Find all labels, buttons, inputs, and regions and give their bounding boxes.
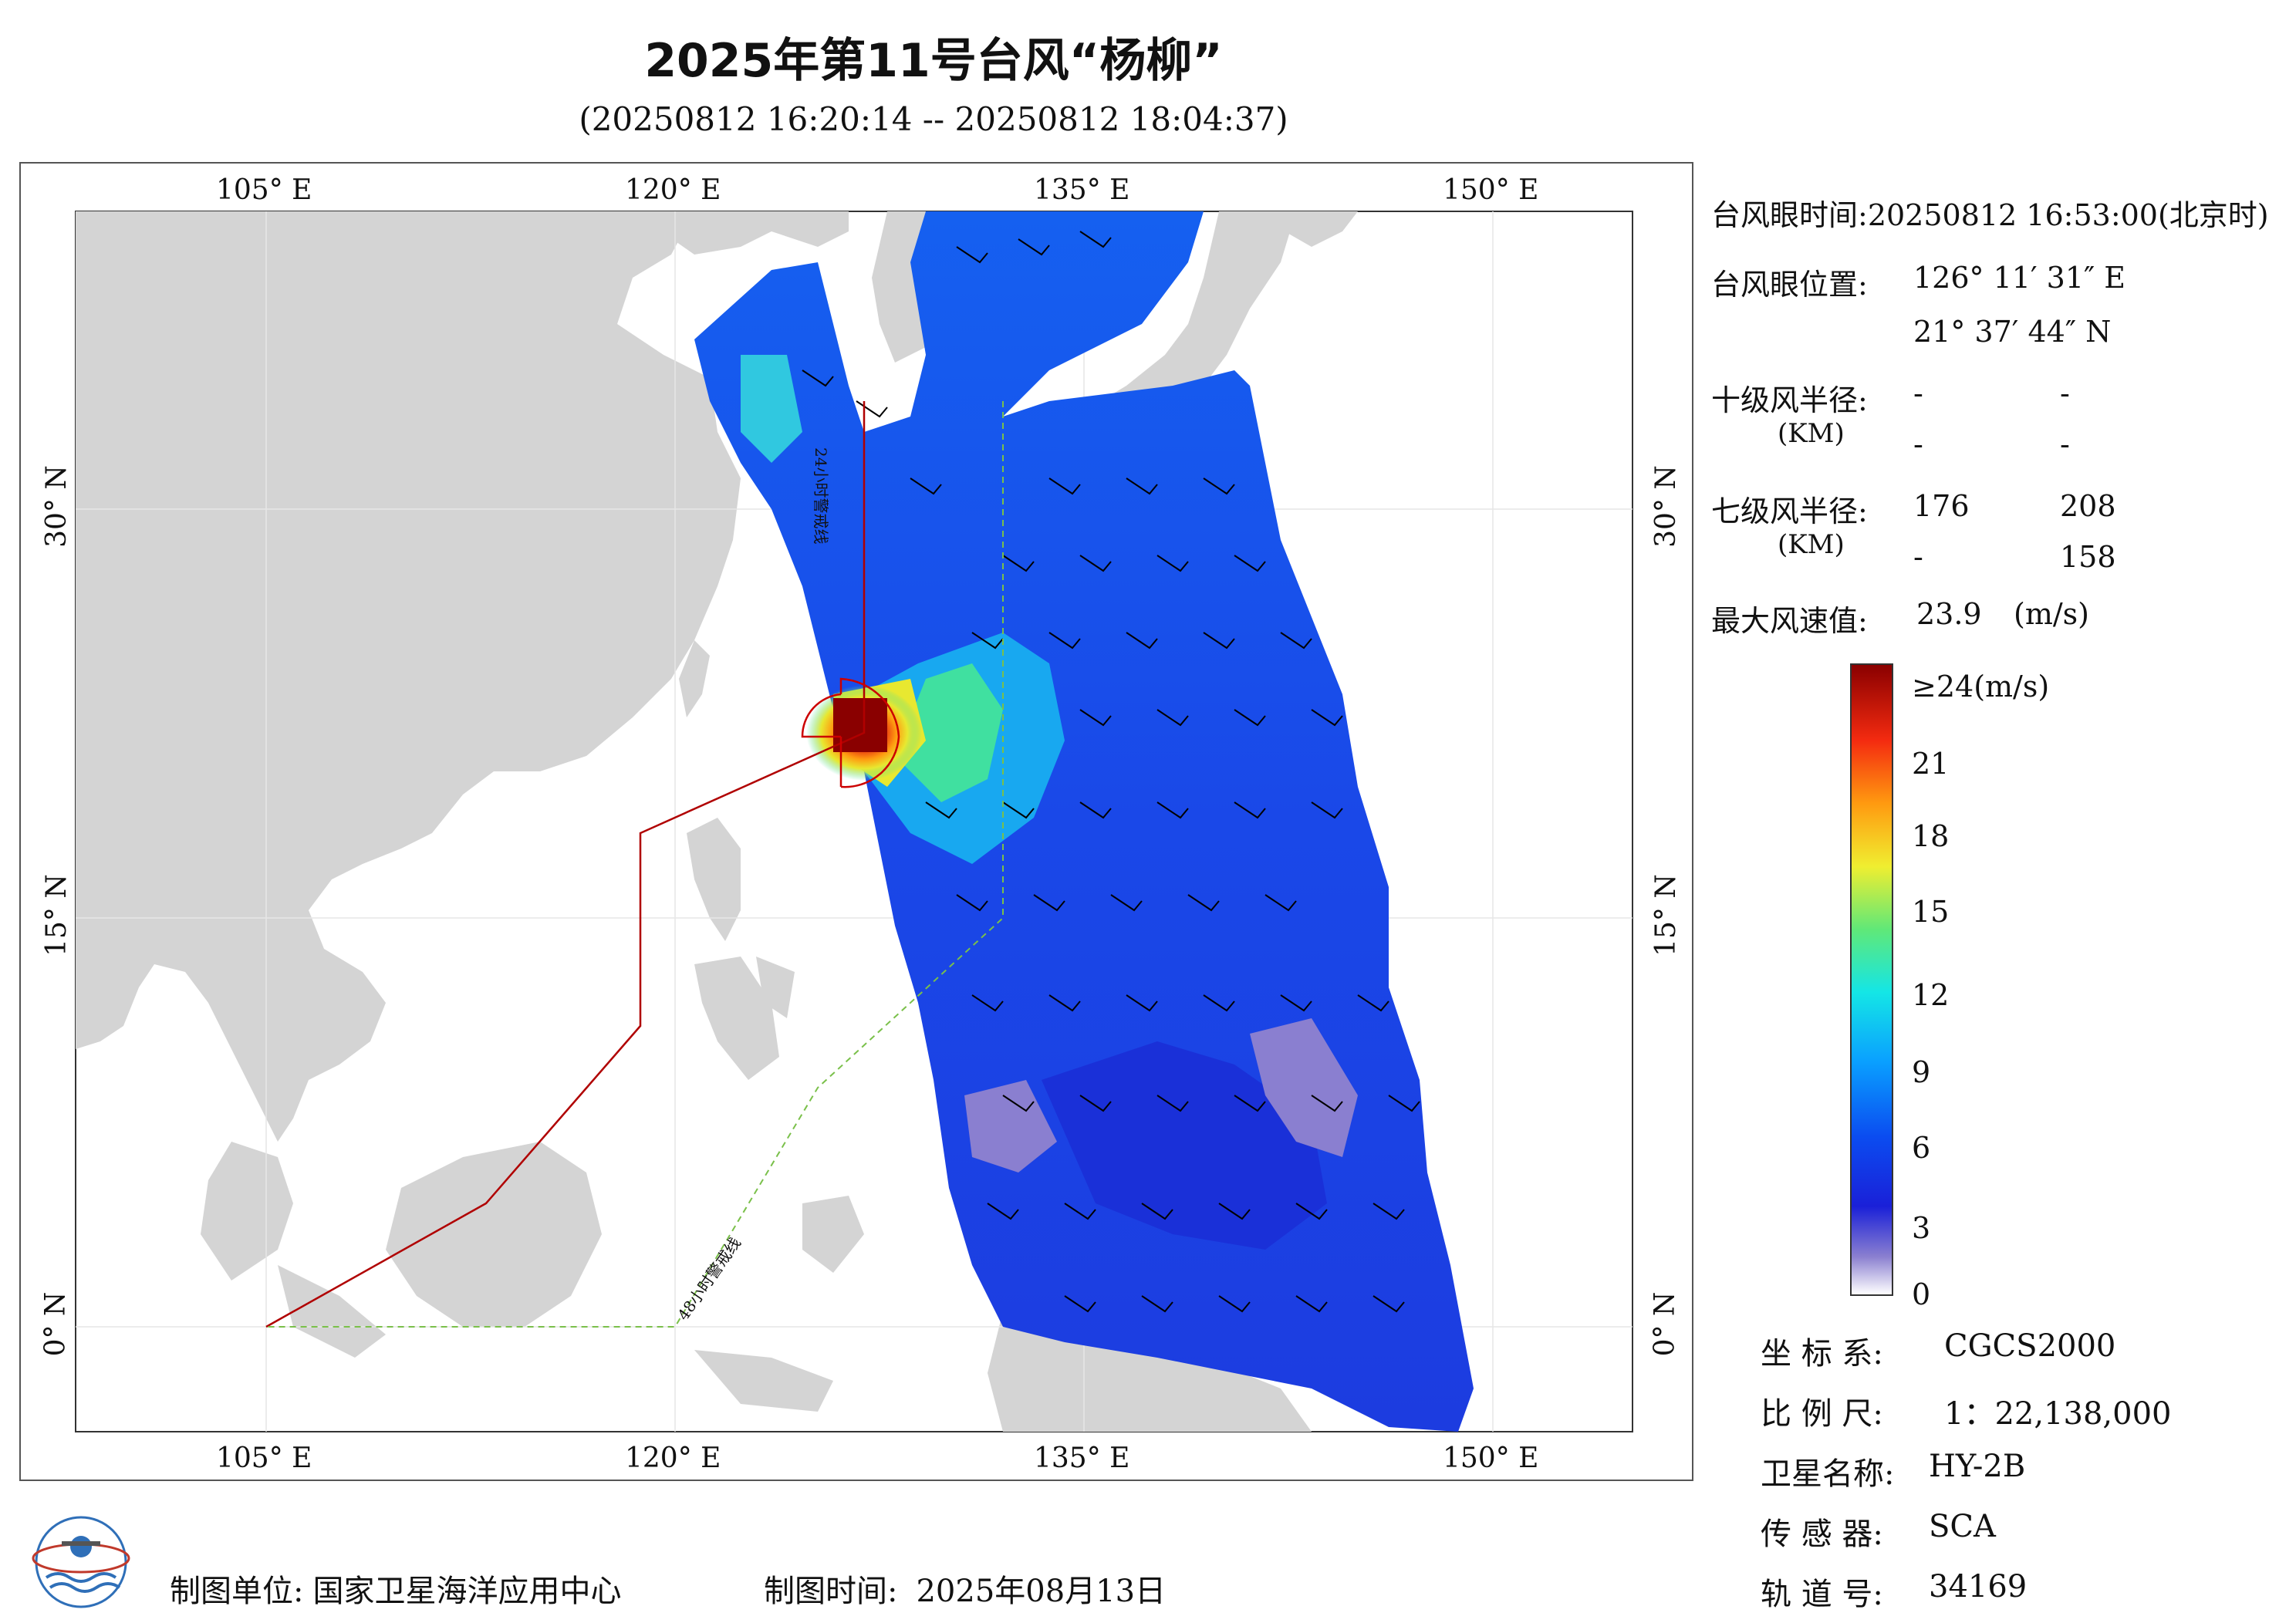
eye-pos-label: 台风眼位置:: [1711, 268, 1868, 302]
lon-label-135e-bottom: 135° E: [1034, 1442, 1130, 1474]
r7-value-se: 208: [2060, 489, 2116, 523]
colorbar-tick-0: 0: [1912, 1277, 1931, 1311]
lat-label-30n-right: 30° N: [1649, 465, 1682, 548]
warning-line-48h: [266, 401, 1004, 1328]
warning-line-24h: [265, 401, 866, 1328]
colorbar-tick-6: 6: [1912, 1131, 1931, 1165]
crs-label: 坐 标 系:: [1761, 1336, 1883, 1372]
colorbar-tick-3: 3: [1912, 1211, 1931, 1245]
map-frame: [19, 162, 1693, 1481]
scale-label: 比 例 尺:: [1761, 1396, 1883, 1432]
r7-value-nw: 158: [2060, 540, 2116, 574]
eye-time-label: 台风眼时间:: [1711, 198, 1868, 232]
r10-value-sw: -: [1913, 427, 1923, 461]
footer-unit: 制图单位: 国家卫星海洋应用中心: [170, 1566, 621, 1611]
r7-value-ne: 176: [1913, 489, 1970, 523]
satellite-value: HY-2B: [1929, 1449, 2026, 1484]
warning-line-24h-label: 24小时警戒线: [812, 447, 830, 545]
lon-label-105e-bottom: 105° E: [216, 1442, 312, 1474]
colorbar-tick-9: 9: [1912, 1055, 1931, 1089]
colorbar-tick-18: 18: [1912, 819, 1950, 853]
crs-value: CGCS2000: [1944, 1328, 2116, 1364]
lon-label-135e-top: 135° E: [1034, 174, 1130, 206]
max-wind-unit: (m/s): [2014, 597, 2089, 631]
colorbar-tick-12: 12: [1912, 978, 1950, 1012]
plot-area: [75, 211, 1633, 1432]
wind-speed-colorbar: [1850, 663, 1893, 1296]
orbit-value: 34169: [1929, 1569, 2028, 1604]
lat-label-0n-left: 0° N: [39, 1291, 72, 1357]
lon-label-105e-top: 105° E: [216, 174, 312, 206]
scale-value: 1：22,138,000: [1944, 1396, 2172, 1432]
nsoas-logo-icon: [32, 1516, 130, 1608]
lon-label-150e-top: 150° E: [1443, 174, 1539, 206]
r7-label: 七级风半径:: [1711, 494, 1868, 528]
lon-label-120e-top: 120° E: [625, 174, 721, 206]
lon-label-120e-bottom: 120° E: [625, 1442, 721, 1474]
footer-date-value: 2025年08月13日: [916, 1574, 1167, 1609]
typhoon-eye-marker: [801, 677, 900, 788]
satellite-label: 卫星名称:: [1761, 1456, 1895, 1492]
r10-value-nw: -: [2060, 427, 2070, 461]
footer-date-label: 制图时间:: [764, 1574, 898, 1609]
lat-label-30n-left: 30° N: [40, 465, 73, 548]
eye-lat: 21° 37′ 44″ N: [1913, 315, 2112, 349]
eye-lon: 126° 11′ 31″ E: [1913, 261, 2126, 295]
lat-label-0n-right: 0° N: [1649, 1291, 1681, 1357]
sensor-label: 传 感 器:: [1761, 1517, 1883, 1552]
footer-unit-label: 制图单位:: [170, 1574, 304, 1609]
r10-label: 十级风半径:: [1711, 383, 1868, 417]
eye-time-value: 20250812 16:53:00(北京时): [1867, 198, 2269, 232]
lon-label-150e-bottom: 150° E: [1443, 1442, 1539, 1474]
r10-value-ne: -: [1913, 376, 1923, 410]
max-wind-label: 最大风速值:: [1711, 604, 1868, 638]
orbit-label: 轨 道 号:: [1761, 1577, 1883, 1612]
eye-time-row: 台风眼时间:20250812 16:53:00(北京时): [1711, 191, 2269, 234]
r10-value-se: -: [2060, 376, 2070, 410]
lat-label-15n-left: 15° N: [40, 874, 73, 957]
colorbar-tick-24: ≥24(m/s): [1912, 670, 2050, 704]
wind-speed-swath: [694, 211, 1474, 1432]
time-range-subtitle: (20250812 16:20:14 -- 20250812 18:04:37): [579, 100, 1288, 138]
footer-date: 制图时间: 2025年08月13日: [764, 1566, 1166, 1611]
colorbar-tick-15: 15: [1912, 895, 1950, 929]
footer-unit-value: 国家卫星海洋应用中心: [312, 1574, 622, 1609]
r10-unit: (KM): [1778, 418, 1845, 449]
colorbar-tick-21: 21: [1912, 747, 1950, 781]
land-masses: [76, 211, 1358, 1432]
lat-label-15n-right: 15° N: [1649, 874, 1682, 957]
r7-value-sw: -: [1913, 540, 1923, 574]
wind-barbs: [802, 231, 1420, 1313]
max-wind-value: 23.9: [1916, 597, 1982, 631]
r7-unit: (KM): [1778, 529, 1845, 560]
sensor-value: SCA: [1929, 1509, 1996, 1544]
map-title: 2025年第11号台风“杨柳”: [644, 34, 1223, 88]
